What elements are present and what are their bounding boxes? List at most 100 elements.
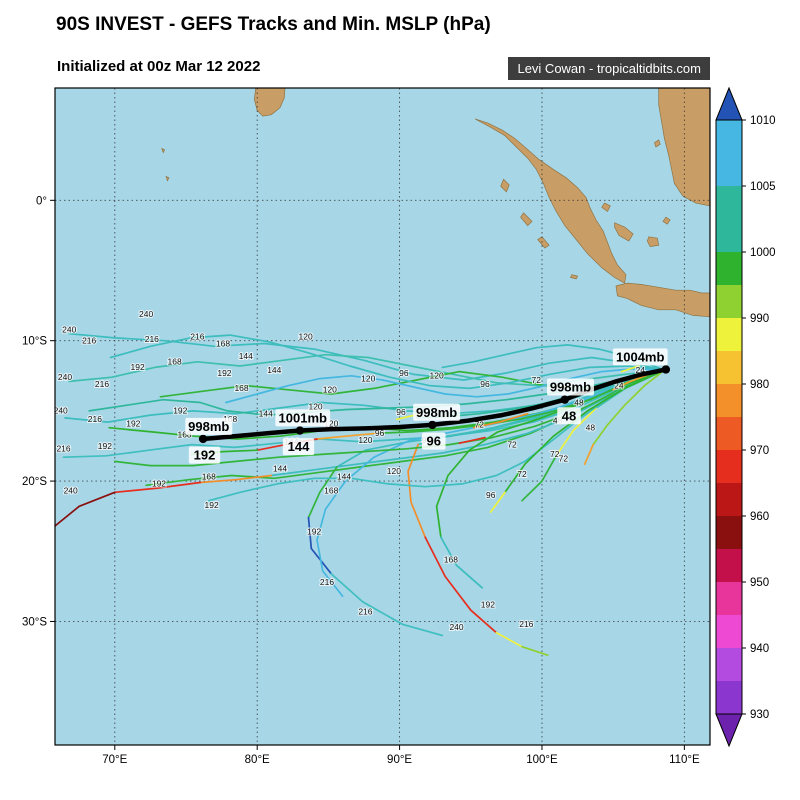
hour-label: 168 [202,472,216,482]
mean-track-point [661,365,671,374]
mean-pressure-label-bg [413,403,461,421]
ensemble-track-line [55,491,116,527]
colorbar-band [716,582,742,615]
ensemble-track-line [592,369,666,446]
hour-label: 72 [475,420,485,430]
colorbar-band [716,186,742,252]
mean-pressure-label-bg [546,378,594,396]
hour-label: 192 [130,362,144,372]
colorbar-band [716,549,742,582]
colorbar-outline [715,119,743,715]
hour-label: 192 [126,418,140,428]
hour-label: 192 [307,526,321,536]
land-pagai [537,236,550,249]
lon-tick-label: 90°E [387,754,412,766]
mean-hour-label-bg [421,432,446,450]
lat-tick-label: 30°S [22,616,47,628]
ensemble-track-line [521,645,549,657]
ensemble-track-line [270,369,666,477]
hour-label: 216 [88,414,102,424]
mean-track-point [428,420,437,430]
hour-label: 24 [614,380,624,390]
hour-label: 72 [550,449,560,459]
land-java [615,282,710,318]
hour-label: 72 [507,439,517,449]
colorbar-tick-label: 980 [750,379,769,391]
colorbar-band [716,648,742,681]
hour-label: 240 [58,372,72,382]
hour-label: 144 [239,351,253,361]
colorbar-band [716,483,742,516]
hour-label: 48 [586,423,596,433]
hour-label: 120 [358,435,372,445]
hour-label: 144 [267,365,281,375]
hour-label: 192 [205,500,219,510]
ensemble-track-line [336,369,666,468]
colorbar-band [716,252,742,285]
ensemble-track-line [109,334,666,390]
ensemble-track-line [199,474,273,484]
lat-tick-label: 10°S [22,336,47,348]
mean-pressure-label: 998mb [550,380,591,395]
map-border [54,87,711,746]
ensemble-track-line [440,536,484,589]
colorbar-tick-label: 950 [750,577,769,589]
colorbar-band [716,318,742,351]
colorbar-band [716,681,742,714]
hour-label: 216 [95,379,109,389]
hour-label: 72 [559,453,569,463]
colorbar-band [716,417,742,450]
hour-label: 216 [56,444,70,454]
hour-label: 120 [323,385,337,395]
hour-label: 24 [635,365,645,375]
ensemble-track-line [612,373,650,391]
mean-track-point [560,395,569,404]
ensemble-track-line [472,412,529,429]
hour-label: 168 [444,555,458,565]
hour-label: 144 [259,409,273,419]
ensemble-track-line [316,432,378,440]
hour-label: 216 [190,331,204,341]
colorbar-band [716,285,742,318]
mean-track-line [200,367,669,442]
mean-pressure-label: 998mb [416,405,457,420]
mean-pressure-label: 1001mb [279,410,327,425]
hour-label: 144 [337,472,351,482]
hour-label: 240 [64,486,78,496]
lon-tick-label: 80°E [245,754,270,766]
ensemble-track-line [620,365,640,373]
hour-label: 168 [234,383,248,393]
hour-label: 240 [62,324,76,334]
land-bangka [614,222,634,242]
ensemble-track-line [495,631,523,648]
mean-pressure-label-bg [612,348,668,366]
colorbar-tick-label: 930 [750,709,769,721]
hour-label: 192 [98,441,112,451]
ocean [55,88,710,745]
ensemble-track-line [458,436,486,445]
axes-group: 70°E 80°E 90°E 100°E 110°E 0° 10°S 20°S 30°S [22,195,700,766]
land-sri-lanka [253,88,286,117]
colorbar-tick-label: 940 [750,643,769,655]
hour-label: 96 [396,407,406,417]
colorbar-tick-label: 1000 [750,247,776,259]
colorbar: 1010 1005 1000 990 980 970 960 950 940 930 [715,86,776,748]
mean-hour-label: 144 [288,439,310,454]
hour-label: 168 [324,486,338,496]
hour-label: 192 [481,599,495,609]
colorbar-band [716,450,742,483]
ensemble-track-line [555,407,597,457]
ensemble-track-line [316,369,666,598]
ensemble-track-line [424,536,498,634]
mean-hour-label-bg [557,407,581,425]
colorbar-band [716,516,742,549]
hour-label: 192 [173,406,187,416]
land-maldives-1 [161,147,166,154]
ensemble-track-line [307,466,338,519]
hour-label: 216 [358,606,372,616]
ensemble-track-line [225,367,666,404]
mean-hour-label-bg [188,446,221,464]
colorbar-tick-label: 1010 [750,115,776,127]
colorbar-arrow-high [715,86,743,121]
hour-label: 240 [139,309,153,319]
